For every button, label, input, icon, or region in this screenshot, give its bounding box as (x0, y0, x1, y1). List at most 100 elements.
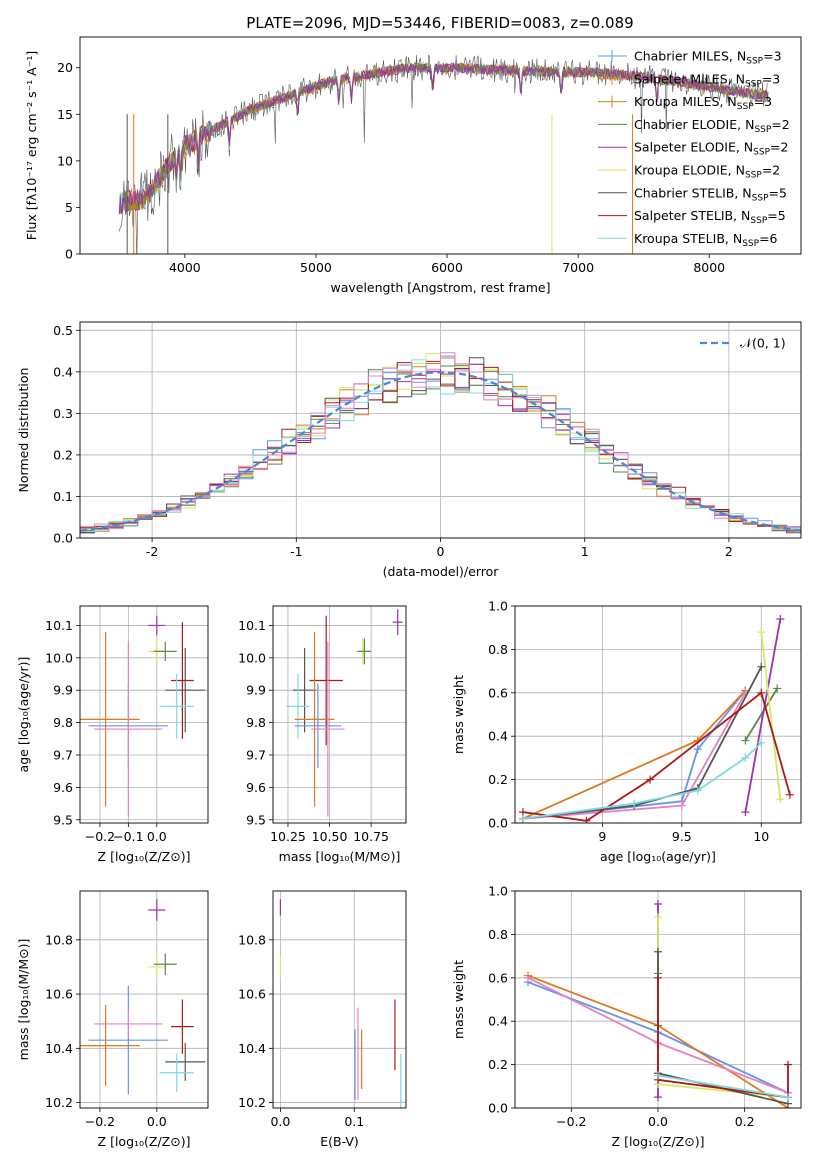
panel-residuals: -2 -1 0 1 2 0.0 0.1 0.2 0.3 0.4 0.5 (data-model)/er… (16, 321, 802, 579)
x-tick-label: 0.1 (344, 1114, 364, 1129)
series-marker (757, 738, 766, 747)
x-tick-label: 0.0 (270, 1114, 290, 1129)
mass-weight-series (654, 1071, 792, 1102)
series-marker (757, 688, 766, 697)
errorbar-point (171, 622, 194, 739)
series-marker (693, 786, 702, 795)
x-tick-label: 0 (437, 544, 445, 559)
x-tick-label: 4000 (169, 260, 201, 275)
legend-label: Chabrier STELIB, NSSP=5 (634, 185, 787, 203)
errorbar-point (165, 1042, 206, 1081)
y-tick-label: 0.2 (53, 447, 73, 462)
x-tick-label: 1 (581, 544, 589, 559)
grid (273, 606, 406, 823)
axes-frame (272, 890, 407, 1109)
series-marker (582, 816, 591, 823)
y-tick-label: 0.4 (488, 729, 508, 744)
y-tick-label: 10.0 (45, 650, 73, 665)
x-tick-label: 0.0 (147, 829, 167, 844)
y-tick-label: 10.8 (45, 932, 73, 947)
y-tick-label: 9.7 (246, 747, 266, 762)
x-tick-label: 0.0 (147, 1114, 167, 1129)
grid (80, 606, 208, 823)
series-marker (785, 790, 794, 799)
axes-frame (79, 890, 209, 1109)
y-axis-label: Flux [fλ10⁻¹⁷ erg cm⁻² s⁻¹ A⁻¹] (24, 51, 39, 240)
y-tick-label: 1.0 (488, 599, 508, 614)
errorbar-point (294, 683, 342, 768)
legend-label: Chabrier ELODIE, NSSP=2 (634, 117, 790, 135)
x-axis-label: mass [log₁₀(M/M⊙)] (279, 849, 401, 864)
errorbar-point (94, 1010, 163, 1038)
spectrum-lines (118, 54, 769, 254)
series-line (657, 977, 789, 1099)
histogram-series (80, 359, 801, 536)
x-axis-label: Z [log₁₀(Z/Z⊙)] (612, 1134, 705, 1149)
series-marker (518, 814, 527, 823)
legend-label: Kroupa ELODIE, NSSP=2 (634, 163, 780, 181)
mass-weight-lines (524, 900, 792, 1108)
errorbar-point (153, 953, 177, 976)
histogram-lines (80, 352, 801, 536)
x-tick-label: 10.25 (270, 829, 306, 844)
y-tick-label: 10.2 (238, 1095, 266, 1110)
series-marker (741, 808, 750, 817)
y-axis-label: mass weight (451, 675, 466, 754)
panel-spectrum: 4000 5000 6000 7000 8000 0 5 10 15 20 wavelength [… (24, 36, 802, 295)
series-marker (776, 795, 785, 804)
x-tick-label: 0.0 (648, 1114, 668, 1129)
errorbar-point (357, 638, 372, 665)
errorbar-point (392, 609, 403, 636)
series-line (522, 742, 762, 820)
errorbar-point (88, 985, 169, 1095)
y-tick-label: 0.6 (488, 685, 508, 700)
y-tick-label: 0.4 (53, 364, 73, 379)
series-line (522, 666, 763, 820)
y-tick-label: 9.7 (53, 747, 73, 762)
grid (273, 891, 406, 1108)
errorbar-point (171, 999, 194, 1054)
y-tick-label: 10.8 (238, 932, 266, 947)
x-axis-label: age [log₁₀(age/yr)] (600, 849, 716, 864)
errorbar-point (165, 648, 206, 733)
errorbar-points (286, 609, 403, 817)
x-tick-label: 10 (753, 829, 769, 844)
legend-label: 𝒩(0, 1) (740, 336, 786, 351)
x-tick-label: 5000 (300, 260, 332, 275)
y-axis-label: age [log₁₀(age/yr)] (16, 657, 31, 773)
panel-age-vs-mass: 10.25 10.50 10.75 9.5 9.6 9.7 9.8 9.9 10.0 10.1 ma… (238, 605, 407, 864)
mass-weight-series (654, 947, 792, 1108)
mass-weight-lines (518, 615, 794, 823)
series-marker (654, 913, 662, 922)
series-marker (693, 745, 702, 754)
y-tick-label: 0.5 (53, 323, 73, 338)
series-marker (524, 973, 532, 982)
y-tick-label: 5 (65, 200, 73, 215)
y-tick-label: 0.2 (488, 772, 508, 787)
y-tick-label: 10.2 (45, 1095, 73, 1110)
panel-mass-vs-ebv: 0.0 0.1 10.2 10.4 10.6 10.8 E(B-V) (238, 890, 407, 1149)
axes-frame (79, 605, 209, 824)
errorbar-point (286, 674, 310, 739)
spectrum-series (118, 62, 769, 215)
axes-frame (79, 36, 802, 255)
x-tick-label: 7000 (562, 260, 594, 275)
x-tick-label: 10.75 (353, 829, 389, 844)
x-axis-label: Z [log₁₀(Z/Z⊙)] (98, 849, 191, 864)
mass-weight-series (741, 684, 782, 745)
errorbar-point (292, 648, 317, 733)
x-axis-label: Z [log₁₀(Z/Z⊙)] (98, 1134, 191, 1149)
y-tick-label: 9.8 (53, 715, 73, 730)
legend-label: Salpeter STELIB, NSSP=5 (634, 208, 786, 226)
axes-frame (514, 890, 802, 1109)
errorbar-point (311, 641, 345, 817)
series-marker (757, 662, 766, 671)
errorbar-points (279, 899, 402, 1108)
series-marker (741, 736, 750, 745)
mass-weight-series (757, 628, 785, 804)
mass-weight-series (741, 615, 785, 817)
legend-label: Salpeter MILES, NSSP=3 (634, 71, 780, 89)
y-tick-label: 9.9 (53, 683, 73, 698)
y-tick-label: 0.3 (53, 406, 73, 421)
x-axis-label: (data-model)/error (383, 564, 500, 579)
